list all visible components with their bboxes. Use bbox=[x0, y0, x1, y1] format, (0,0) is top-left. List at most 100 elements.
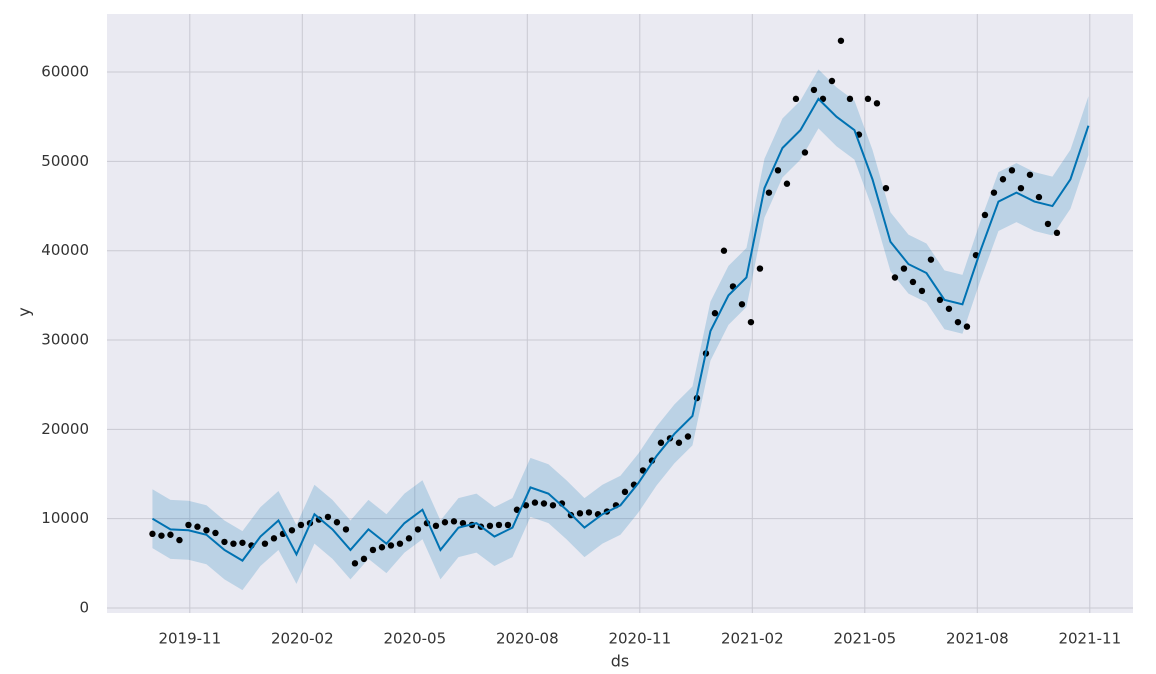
x-tick-label: 2021-05 bbox=[833, 630, 896, 648]
observed-point bbox=[450, 518, 458, 525]
observed-point bbox=[1008, 167, 1016, 174]
observed-point bbox=[873, 100, 881, 107]
observed-point bbox=[540, 500, 548, 507]
observed-point bbox=[239, 539, 246, 546]
observed-point bbox=[203, 527, 210, 534]
y-tick-label: 10000 bbox=[41, 509, 89, 527]
observed-point bbox=[324, 513, 332, 521]
observed-point bbox=[1035, 193, 1043, 201]
observed-point bbox=[774, 167, 782, 174]
x-tick-label: 2019-11 bbox=[158, 630, 221, 648]
observed-point bbox=[639, 467, 647, 474]
observed-point bbox=[927, 256, 935, 263]
observed-point bbox=[990, 189, 998, 196]
y-tick-label: 0 bbox=[79, 598, 89, 616]
observed-point bbox=[711, 310, 719, 317]
observed-point bbox=[230, 540, 237, 547]
observed-point bbox=[1053, 229, 1061, 237]
observed-point bbox=[288, 527, 296, 534]
observed-point bbox=[576, 510, 584, 517]
x-tick-label: 2021-02 bbox=[721, 630, 784, 648]
observed-point bbox=[675, 439, 683, 446]
observed-point bbox=[513, 506, 521, 513]
x-tick-label: 2021-08 bbox=[946, 630, 1009, 648]
observed-point bbox=[369, 546, 377, 554]
observed-point bbox=[792, 95, 800, 103]
observed-point bbox=[185, 521, 192, 529]
observed-point bbox=[194, 523, 201, 530]
observed-point bbox=[221, 538, 228, 546]
observed-point bbox=[1017, 184, 1025, 192]
x-tick-label: 2020-08 bbox=[496, 630, 559, 648]
observed-point bbox=[747, 318, 755, 326]
observed-point bbox=[459, 519, 467, 527]
observed-point bbox=[414, 526, 422, 533]
observed-point bbox=[837, 37, 845, 44]
observed-point bbox=[405, 535, 413, 542]
observed-point bbox=[621, 488, 629, 496]
observed-point bbox=[441, 519, 449, 526]
observed-point bbox=[954, 318, 962, 326]
x-tick-label: 2021-11 bbox=[1058, 630, 1121, 648]
observed-point bbox=[486, 522, 494, 530]
y-tick-label: 30000 bbox=[41, 331, 89, 349]
observed-point bbox=[810, 86, 818, 94]
observed-point bbox=[396, 540, 404, 547]
observed-point bbox=[846, 95, 854, 103]
observed-point bbox=[684, 433, 692, 440]
observed-point bbox=[176, 536, 183, 544]
observed-point bbox=[945, 305, 953, 312]
observed-point bbox=[999, 176, 1007, 183]
observed-point bbox=[531, 499, 539, 506]
observed-point bbox=[432, 522, 440, 530]
observed-point bbox=[864, 95, 872, 103]
observed-point bbox=[158, 532, 165, 539]
plot-area bbox=[107, 14, 1133, 613]
x-tick-label: 2020-05 bbox=[383, 630, 446, 648]
observed-point bbox=[495, 521, 503, 529]
observed-point bbox=[342, 526, 350, 533]
observed-point bbox=[900, 265, 908, 272]
observed-point bbox=[936, 296, 944, 304]
x-axis-label: ds bbox=[611, 652, 630, 671]
observed-point bbox=[167, 531, 174, 538]
observed-point bbox=[909, 278, 917, 286]
observed-point bbox=[738, 301, 746, 308]
observed-point bbox=[657, 439, 665, 446]
observed-point bbox=[212, 529, 219, 537]
observed-point bbox=[882, 184, 890, 192]
observed-point bbox=[333, 519, 341, 526]
observed-point bbox=[918, 287, 926, 295]
x-tick-label: 2020-02 bbox=[271, 630, 334, 648]
observed-point bbox=[297, 521, 305, 529]
observed-point bbox=[387, 542, 395, 549]
observed-point bbox=[1044, 220, 1052, 228]
observed-point bbox=[360, 555, 368, 563]
observed-point bbox=[378, 544, 386, 551]
observed-point bbox=[1026, 171, 1034, 178]
y-tick-label: 50000 bbox=[41, 152, 89, 170]
observed-point bbox=[270, 535, 278, 542]
observed-point bbox=[315, 516, 323, 523]
y-tick-label: 20000 bbox=[41, 420, 89, 438]
observed-point bbox=[783, 180, 791, 187]
observed-point bbox=[720, 247, 728, 254]
observed-point bbox=[756, 265, 764, 272]
observed-point bbox=[522, 502, 530, 509]
observed-point bbox=[981, 211, 989, 219]
observed-point bbox=[351, 560, 359, 567]
forecast-line bbox=[151, 97, 1090, 562]
y-axis-label: y bbox=[15, 307, 34, 316]
observed-point bbox=[765, 189, 773, 196]
observed-point bbox=[828, 77, 836, 85]
y-tick-label: 60000 bbox=[41, 63, 89, 81]
observed-point bbox=[149, 530, 156, 538]
uncertainty-band bbox=[152, 69, 1089, 591]
observed-point bbox=[963, 323, 971, 330]
y-tick-label: 40000 bbox=[41, 241, 89, 259]
observed-point bbox=[585, 509, 593, 516]
x-tick-label: 2020-11 bbox=[608, 630, 671, 648]
observed-point bbox=[261, 540, 269, 547]
